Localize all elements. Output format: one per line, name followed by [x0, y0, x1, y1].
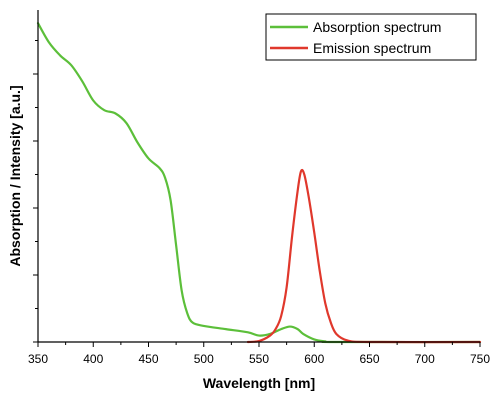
- x-tick-label: 450: [138, 352, 158, 366]
- series-layer: [36, 22, 482, 344]
- absorption-curve: [36, 22, 482, 344]
- x-tick-label: 400: [83, 352, 103, 366]
- legend-label-absorption: Absorption spectrum: [313, 19, 441, 35]
- x-axis-title: Wavelength [nm]: [203, 375, 315, 391]
- legend: Absorption spectrum Emission spectrum: [265, 13, 477, 61]
- x-tick-label: 600: [304, 352, 324, 366]
- legend-box: [265, 13, 477, 61]
- y-axis-title: Absorption / Intensity [a.u.]: [7, 85, 23, 266]
- x-tick-label: 350: [28, 352, 48, 366]
- x-tick-label: 700: [415, 352, 435, 366]
- x-ticks: 350 400 450 500 550 600 650 700 750: [28, 342, 490, 366]
- emission-curve: [246, 168, 482, 344]
- y-ticks: [33, 40, 38, 343]
- x-tick-label: 550: [249, 352, 269, 366]
- x-tick-label: 650: [359, 352, 379, 366]
- legend-label-emission: Emission spectrum: [313, 40, 431, 56]
- x-tick-label: 750: [470, 352, 490, 366]
- x-tick-label: 500: [194, 352, 214, 366]
